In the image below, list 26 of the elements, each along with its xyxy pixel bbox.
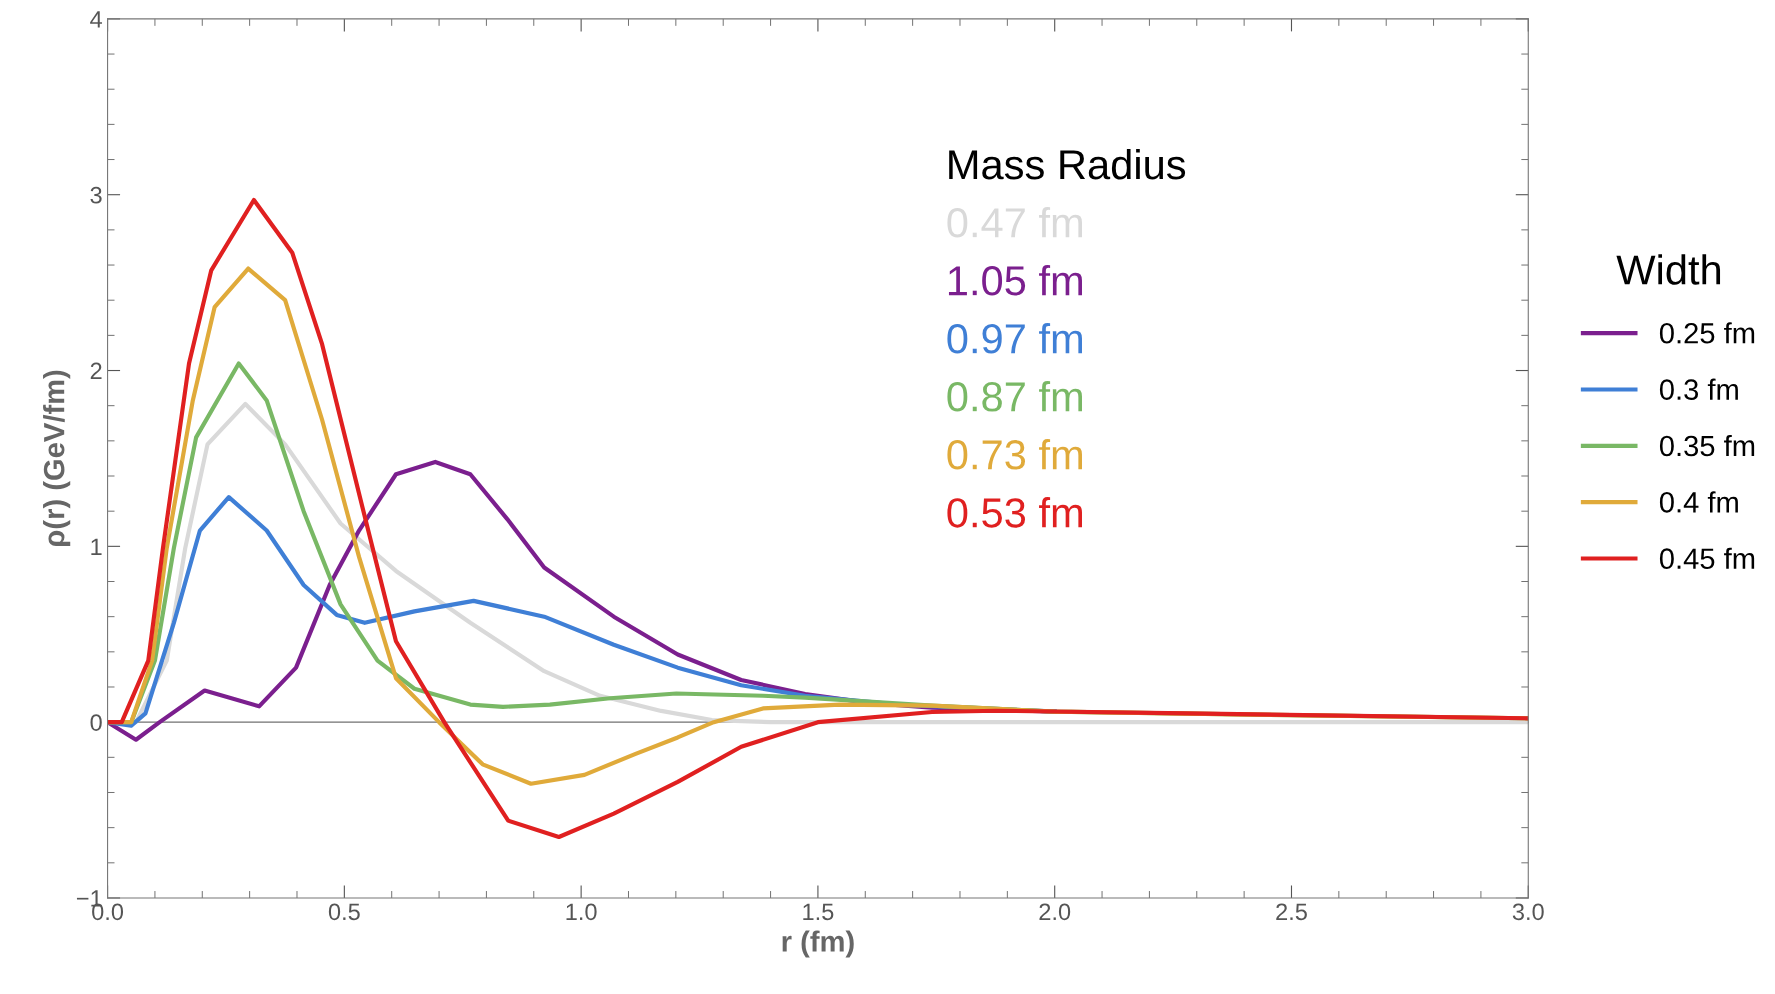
x-tick-label: 1.5 (803, 903, 834, 921)
y-tick-label: 0 (90, 714, 102, 731)
legend-label: 0.4 fm (1659, 491, 1738, 513)
y-tick-label: 3 (90, 186, 102, 204)
annotation: 1.05 fm (948, 265, 1082, 296)
line-series (107, 197, 1529, 840)
y-tick-label: 2 (90, 362, 102, 380)
x-tick-label: 3.0 (1512, 903, 1544, 921)
annotation: Mass Radius (949, 148, 1186, 180)
annotation: 0.87 fm (947, 381, 1082, 412)
legend-label: 0.3 fm (1659, 378, 1738, 400)
x-axis-title: r (fm) (782, 930, 854, 958)
x-tick-label: 0.5 (328, 903, 360, 921)
x-tick-label: 1.0 (566, 903, 597, 921)
annotation: 0.53 fm (947, 497, 1082, 528)
y-tick-label: 1 (91, 538, 102, 555)
y-axis-title: ρ(r) (GeV/fm) (43, 370, 71, 546)
annotation: 0.73 fm (947, 439, 1082, 470)
legend-label: 0.45 fm (1659, 547, 1755, 570)
x-tick-label: 2.5 (1276, 903, 1307, 921)
legend-label: 0.25 fm (1659, 322, 1755, 344)
legend-label: 0.35 fm (1659, 434, 1755, 457)
y-tick-label: 4 (90, 11, 103, 28)
annotation: 0.97 fm (947, 323, 1082, 354)
legend-title: Width (1616, 254, 1721, 285)
x-tick-label: 2.0 (1039, 903, 1071, 921)
